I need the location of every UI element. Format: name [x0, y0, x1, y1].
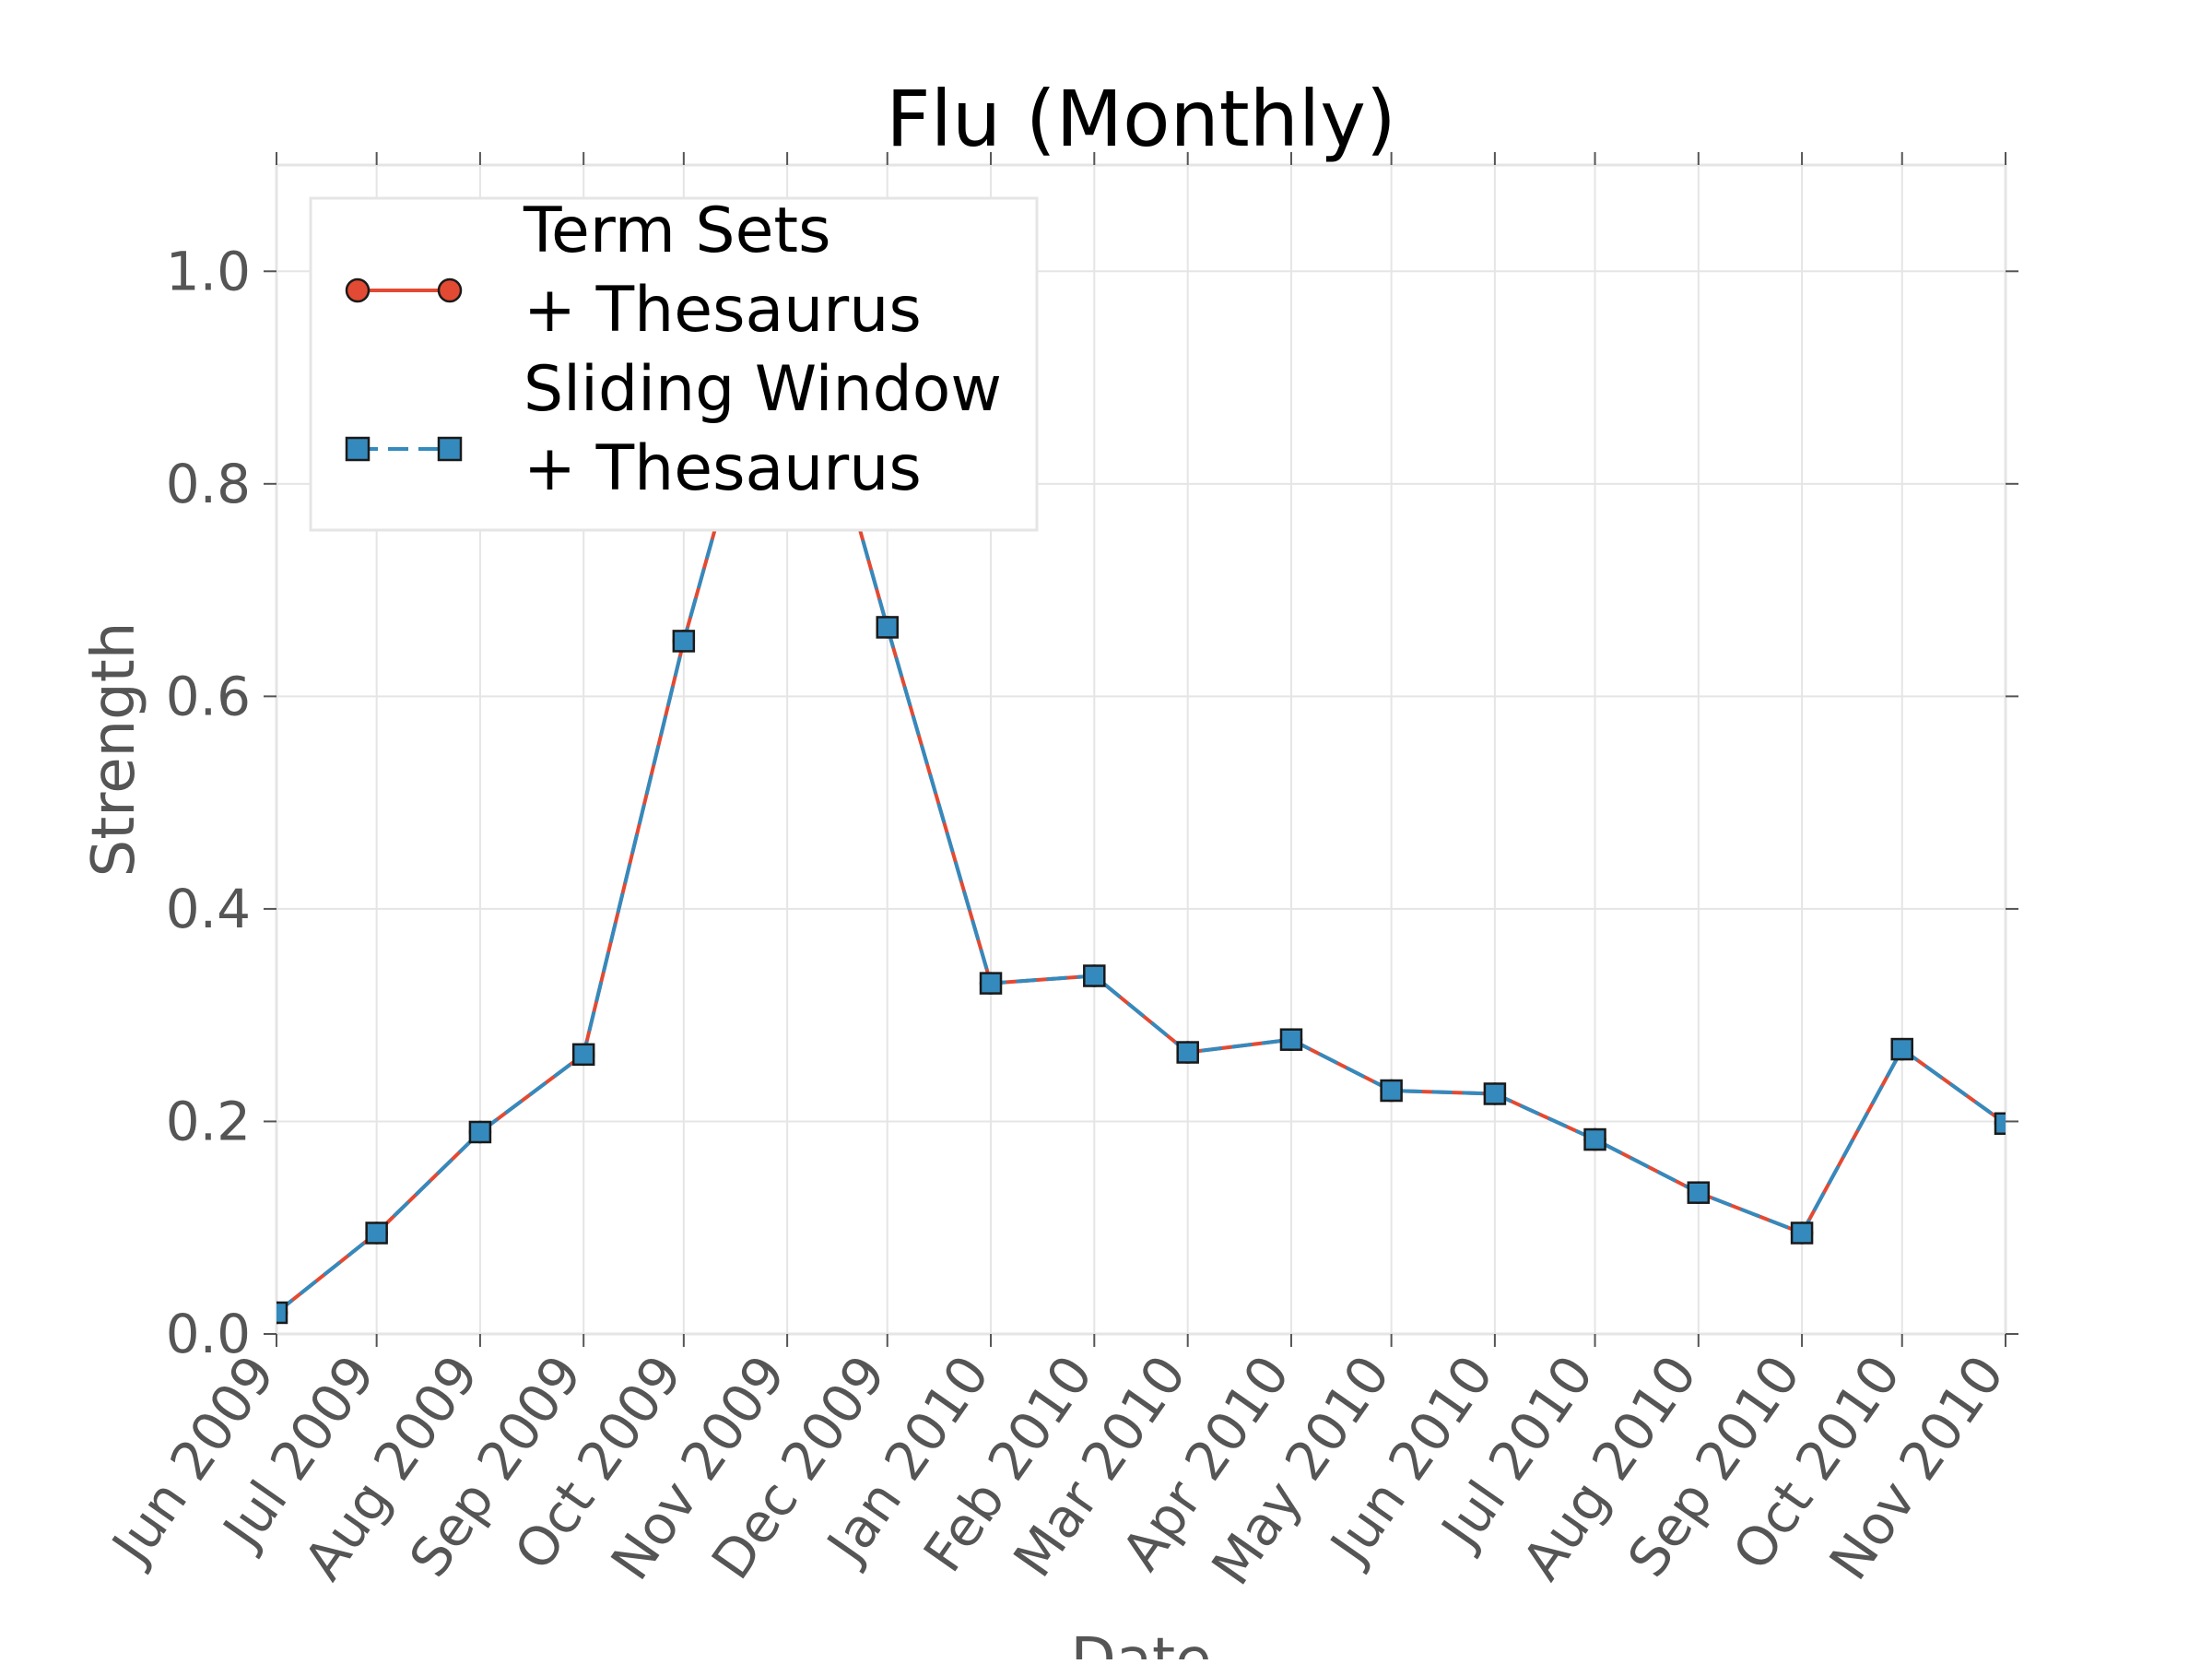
legend-entry-2: Sliding Window+ Thesaurus [345, 353, 1002, 505]
legend-marker [345, 436, 371, 462]
series-line [276, 264, 2006, 1315]
legend-entry-1: Term Sets+ Thesaurus [345, 195, 922, 347]
y-tick-label: 0.8 [166, 453, 251, 515]
series-layer [276, 260, 2006, 1325]
data-point [1994, 1112, 2006, 1136]
data-point [979, 972, 1003, 995]
data-point [1890, 1037, 1913, 1061]
data-point [571, 1043, 595, 1067]
y-tick-label: 0.4 [166, 878, 251, 940]
data-point [1176, 1041, 1199, 1064]
legend-marker [437, 277, 463, 303]
legend-frame [309, 196, 1039, 532]
legend-marker [437, 436, 463, 462]
data-point [365, 1221, 388, 1245]
data-point [1687, 1181, 1711, 1204]
y-tick-label: 1.0 [166, 240, 251, 302]
y-tick-label: 0.6 [166, 665, 251, 727]
data-point [672, 630, 696, 653]
y-axis-title: Strength [80, 622, 148, 878]
data-point [1083, 964, 1106, 987]
data-point [1483, 1082, 1507, 1105]
legend-label: Term Sets [523, 195, 831, 267]
data-point [468, 1120, 492, 1144]
data-point [276, 1301, 288, 1325]
data-point [876, 616, 900, 639]
x-axis-title: Date [1071, 1626, 1212, 1659]
plot-frame [275, 163, 2007, 1336]
data-point [1279, 1028, 1303, 1051]
chart-title: Flu (Monthly) [886, 74, 1395, 164]
legend-marker [345, 277, 371, 303]
data-point [1790, 1221, 1814, 1245]
data-point [1583, 1127, 1606, 1151]
legend-label: Sliding Window [524, 353, 1002, 426]
legend-label: + Thesaurus [524, 274, 922, 347]
legend-label: + Thesaurus [524, 432, 922, 505]
y-tick-label: 0.0 [166, 1303, 251, 1365]
data-point [1380, 1079, 1403, 1103]
y-tick-label: 0.2 [166, 1090, 251, 1152]
